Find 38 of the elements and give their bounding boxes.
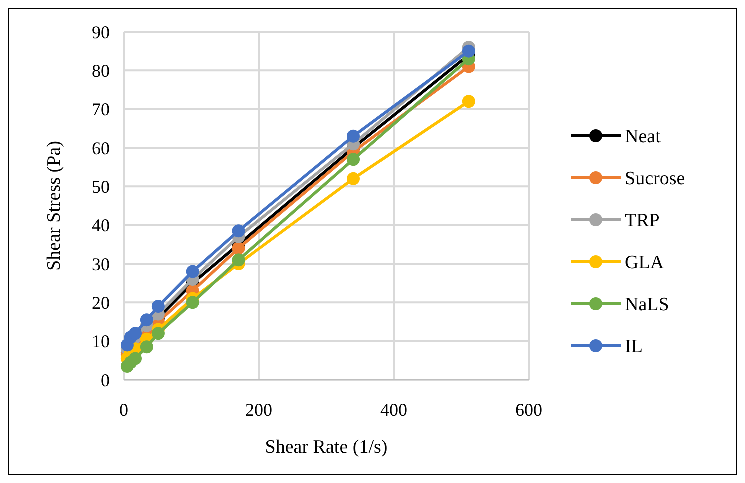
- point: [347, 172, 360, 186]
- point: [140, 314, 154, 327]
- point: [152, 327, 165, 340]
- y-axis-title: Shear Stress (Pa): [44, 141, 65, 271]
- legend-label: Sucrose: [625, 168, 686, 190]
- y-tick-label: 90: [92, 22, 110, 42]
- point: [186, 265, 200, 278]
- point: [128, 352, 142, 366]
- y-tick-label: 70: [92, 100, 110, 120]
- x-tick-label: 200: [246, 400, 272, 420]
- x-tick-label: 400: [380, 400, 408, 420]
- legend-label: IL: [625, 336, 643, 358]
- point: [232, 224, 246, 238]
- point: [232, 242, 246, 256]
- point: [462, 44, 476, 58]
- legend-label: TRP: [625, 210, 660, 232]
- y-tick-label: 30: [92, 254, 110, 274]
- y-tick-label: 10: [92, 332, 110, 352]
- y-tick-label: 60: [92, 138, 110, 158]
- point: [152, 300, 165, 314]
- x-tick-label: 0: [120, 400, 128, 420]
- point: [128, 327, 142, 340]
- point: [140, 340, 154, 354]
- point: [186, 296, 200, 310]
- legend-label: NaLS: [625, 294, 670, 316]
- legend-label: GLA: [625, 252, 664, 274]
- y-tick-label: 80: [92, 60, 110, 81]
- point: [462, 95, 476, 108]
- point: [347, 153, 360, 166]
- x-axis-title: Shear Rate (1/s): [265, 437, 388, 458]
- point: [232, 254, 246, 267]
- y-tick-label: 40: [92, 216, 110, 236]
- point: [347, 130, 360, 143]
- y-tick-label: 50: [92, 176, 110, 197]
- x-tick-label: 600: [516, 400, 542, 420]
- legend-label: Neat: [625, 126, 662, 148]
- y-tick-label: 20: [92, 292, 110, 313]
- y-tick-label: 0: [101, 370, 110, 390]
